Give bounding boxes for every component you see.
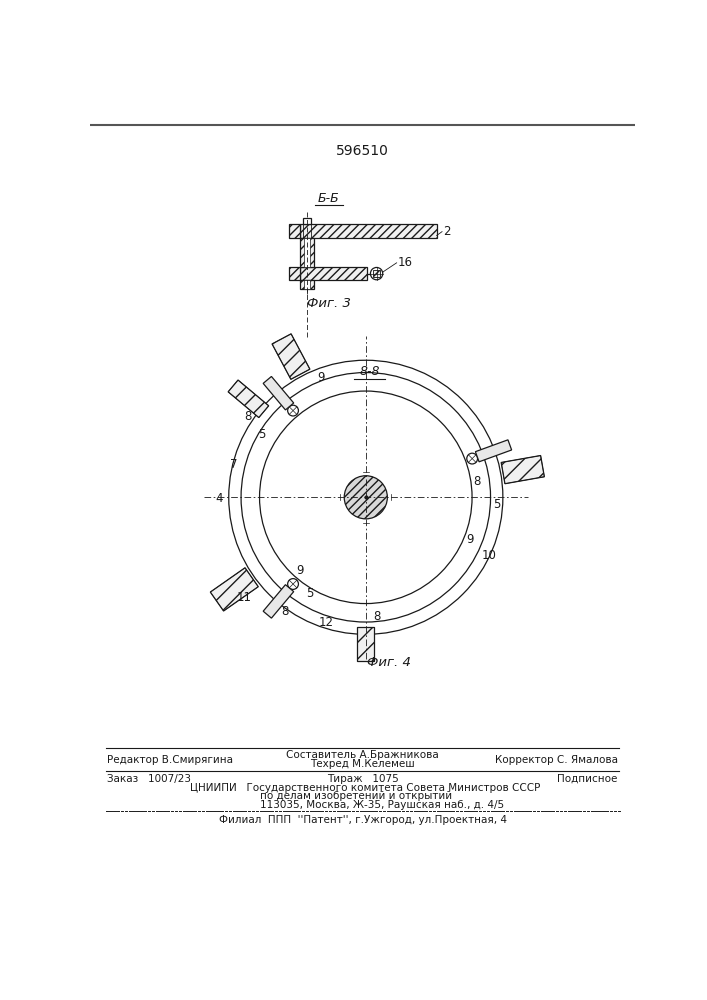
Text: 9: 9 bbox=[297, 564, 304, 577]
Text: Фиг. 4: Фиг. 4 bbox=[367, 656, 411, 669]
Bar bbox=[304, 238, 310, 267]
Text: 10: 10 bbox=[481, 549, 496, 562]
Text: 7: 7 bbox=[230, 458, 238, 471]
Bar bbox=[300, 238, 314, 267]
Text: 2: 2 bbox=[443, 225, 450, 238]
Polygon shape bbox=[501, 456, 544, 484]
Bar bbox=[303, 218, 311, 224]
Text: 11: 11 bbox=[237, 591, 252, 604]
Text: 113035, Москва, Ж-35, Раушская наб., д. 4/5: 113035, Москва, Ж-35, Раушская наб., д. … bbox=[259, 800, 503, 810]
Text: 12: 12 bbox=[318, 616, 333, 629]
Polygon shape bbox=[263, 376, 293, 410]
Text: 8: 8 bbox=[245, 410, 252, 423]
Text: Подписное: Подписное bbox=[557, 774, 618, 784]
Text: Фиг. 3: Фиг. 3 bbox=[307, 297, 351, 310]
Polygon shape bbox=[475, 440, 512, 462]
Text: Филиал  ППП  ''Патент'', г.Ужгород, ул.Проектная, 4: Филиал ППП ''Патент'', г.Ужгород, ул.Про… bbox=[218, 815, 507, 825]
Text: 5: 5 bbox=[306, 587, 313, 600]
Polygon shape bbox=[272, 334, 310, 379]
Polygon shape bbox=[210, 568, 258, 611]
Text: Техред М.Келемеш: Техред М.Келемеш bbox=[310, 759, 415, 769]
Bar bbox=[288, 267, 300, 280]
Polygon shape bbox=[228, 380, 269, 418]
Text: 8-8: 8-8 bbox=[359, 365, 380, 378]
Text: 5: 5 bbox=[493, 498, 501, 512]
Text: по делам изобретений и открытий: по делам изобретений и открытий bbox=[259, 791, 452, 801]
Bar bbox=[304, 280, 310, 289]
Text: Б-Б: Б-Б bbox=[318, 192, 340, 205]
Text: 9: 9 bbox=[317, 371, 325, 384]
Text: 8: 8 bbox=[281, 605, 288, 618]
Text: ЦНИИПИ   Государственного комитета Совета Министров СССР: ЦНИИПИ Государственного комитета Совета … bbox=[190, 783, 541, 793]
Text: 9: 9 bbox=[466, 533, 474, 546]
Bar bbox=[288, 224, 300, 238]
Text: Редактор В.Смирягина: Редактор В.Смирягина bbox=[107, 755, 233, 765]
Text: 5: 5 bbox=[258, 428, 266, 441]
Bar bbox=[300, 267, 368, 280]
Text: 4: 4 bbox=[216, 492, 223, 505]
Polygon shape bbox=[263, 585, 293, 618]
Bar bbox=[300, 224, 437, 238]
Text: 8: 8 bbox=[374, 610, 381, 623]
Polygon shape bbox=[357, 627, 374, 661]
Text: Заказ   1007/23: Заказ 1007/23 bbox=[107, 774, 191, 784]
Text: Корректор С. Ямалова: Корректор С. Ямалова bbox=[495, 755, 618, 765]
Circle shape bbox=[344, 476, 387, 519]
Text: Тираж   1075: Тираж 1075 bbox=[327, 774, 399, 784]
Bar bbox=[300, 280, 314, 289]
Text: 596510: 596510 bbox=[337, 144, 389, 158]
Text: 8: 8 bbox=[474, 475, 481, 488]
Text: 16: 16 bbox=[398, 256, 413, 269]
Bar bbox=[373, 270, 380, 277]
Text: Составитель А.Бражникова: Составитель А.Бражникова bbox=[286, 750, 439, 760]
